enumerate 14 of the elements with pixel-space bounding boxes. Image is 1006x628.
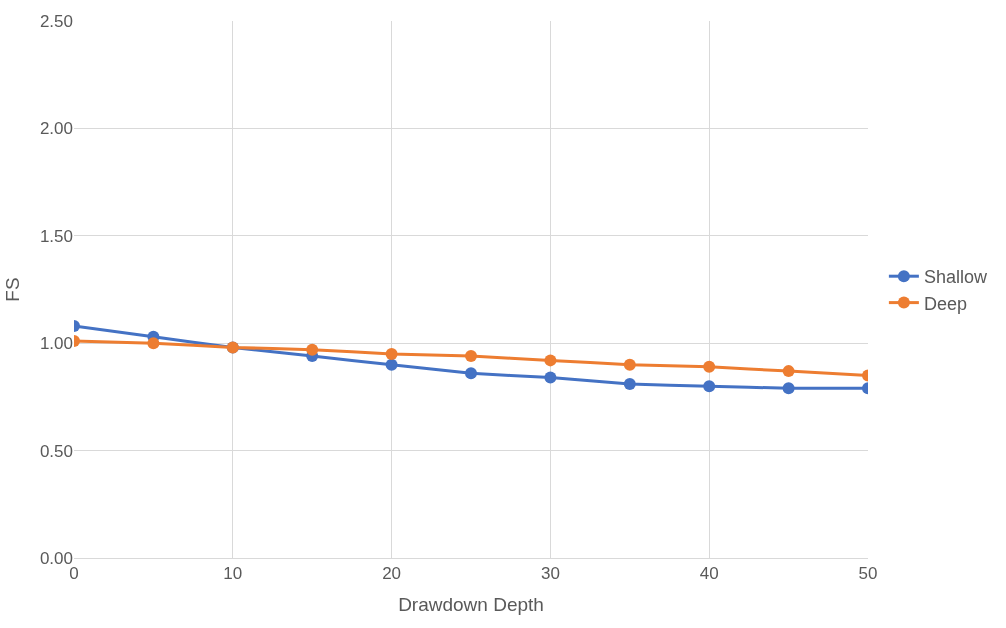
y-axis-title: FS	[1, 277, 23, 302]
x-tick-label: 20	[382, 564, 402, 584]
x-tick-label: 30	[540, 564, 560, 584]
legend-label: Deep	[923, 293, 967, 314]
legend-label: Shallow	[923, 267, 988, 288]
y-tick-label: 2.50	[39, 11, 73, 31]
x-tick-label: 10	[223, 564, 243, 584]
y-tick-label: 0.50	[39, 441, 73, 461]
x-tick-label: 50	[858, 564, 878, 584]
y-tick-label: 2.00	[39, 119, 73, 139]
x-tick-label: 40	[699, 564, 719, 584]
y-tick-label: 1.50	[39, 226, 73, 246]
x-axis-title: Drawdown Depth	[398, 594, 544, 616]
y-tick-label: 1.00	[39, 334, 73, 354]
